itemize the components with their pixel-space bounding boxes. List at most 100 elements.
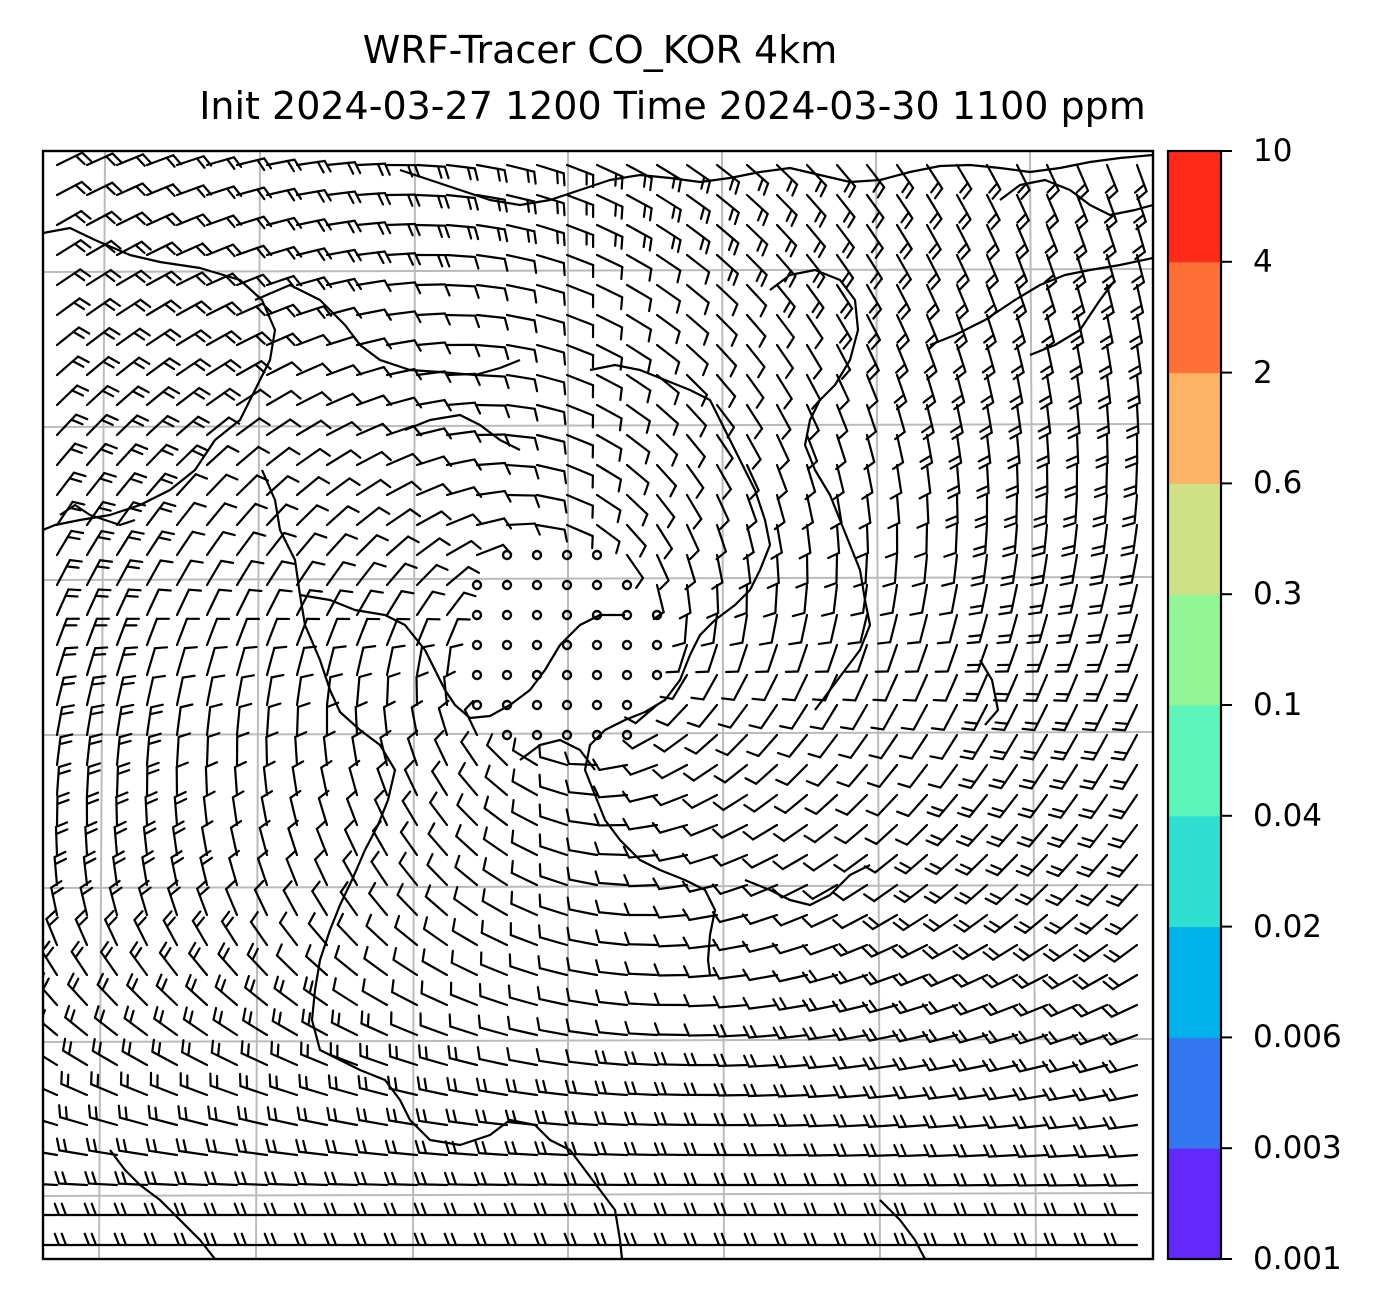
wind-barb: [832, 883, 869, 902]
calm-marker: [561, 579, 573, 591]
wind-barb: [835, 793, 869, 816]
wind-barb: [175, 761, 189, 797]
wind-barb: [1071, 283, 1086, 321]
wind-barb: [295, 1138, 329, 1157]
wind-barb: [55, 413, 89, 437]
wind-barb: [921, 1029, 959, 1043]
wind-barb: [565, 1018, 599, 1037]
wind-barb: [805, 403, 820, 441]
wind-barb: [265, 560, 295, 587]
wind-barb: [85, 413, 119, 437]
wind-barb: [713, 1202, 749, 1217]
wind-barb: [175, 415, 210, 437]
wind-barb: [295, 673, 314, 707]
wind-barb: [115, 269, 152, 287]
wind-barb: [365, 913, 389, 947]
wind-barb: [682, 793, 719, 809]
calm-marker: [591, 639, 603, 651]
wind-barb: [295, 247, 333, 262]
wind-barb: [1042, 1115, 1079, 1130]
wind-barb: [204, 1171, 239, 1187]
wind-barb: [929, 733, 959, 760]
wind-barb: [445, 313, 481, 329]
wind-barb: [563, 1172, 599, 1187]
wind-barb: [145, 154, 183, 168]
wind-barb: [505, 343, 538, 363]
wind-barb: [1103, 1232, 1139, 1247]
wind-barb: [424, 884, 449, 917]
wind-barb: [420, 980, 449, 1007]
wind-barb: [96, 972, 119, 1007]
wind-barb: [653, 1111, 689, 1127]
calm-marker: [501, 729, 513, 741]
wind-barb: [858, 493, 872, 530]
wind-barb: [415, 283, 451, 297]
wind-barb: [205, 1138, 239, 1157]
wind-barb: [988, 763, 1019, 790]
wind-barb: [473, 1202, 509, 1217]
wind-barb: [538, 743, 569, 767]
wind-barb: [925, 163, 944, 200]
wind-barb: [85, 588, 112, 617]
wind-barb: [1046, 823, 1079, 848]
wind-barb: [173, 790, 188, 827]
wind-barb: [325, 645, 347, 677]
wind-barb: [742, 823, 779, 841]
wind-barb: [922, 913, 959, 932]
wind-barb: [594, 870, 629, 887]
wind-barb: [1015, 223, 1029, 261]
wind-barb: [918, 463, 932, 500]
wind-barb: [655, 433, 679, 467]
wind-barb: [443, 670, 456, 707]
wind-barb: [475, 461, 512, 475]
wind-barb: [83, 1232, 119, 1247]
wind-barb: [534, 1141, 569, 1157]
wind-barb: [805, 373, 822, 410]
calm-marker: [531, 729, 543, 741]
wind-barb: [115, 1137, 149, 1157]
wind-barb: [445, 163, 479, 182]
calm-wind-markers: [471, 549, 663, 741]
wind-barb: [715, 733, 749, 757]
wind-barb: [803, 1202, 839, 1217]
wind-barb: [265, 332, 303, 347]
wind-barb: [55, 268, 92, 287]
wind-barb: [945, 493, 959, 529]
wind-barb: [775, 763, 809, 786]
wind-barb: [798, 523, 812, 560]
wind-barb: [624, 1081, 659, 1097]
wind-barb: [594, 1080, 629, 1097]
wind-barb: [951, 373, 966, 411]
wind-barb: [1046, 853, 1079, 878]
wind-barb: [773, 793, 809, 814]
wind-barb: [932, 673, 959, 702]
wind-barb: [355, 561, 387, 587]
wind-barb: [205, 530, 236, 557]
wind-barb: [147, 1104, 179, 1127]
wind-barb: [1106, 853, 1139, 878]
wind-barb: [486, 733, 509, 767]
wind-barb: [235, 445, 270, 467]
wind-barb: [809, 703, 839, 731]
wind-barb: [235, 157, 273, 172]
wind-barb: [505, 193, 537, 215]
wind-barb: [505, 433, 539, 451]
wind-barb: [1011, 1030, 1049, 1045]
wind-barb: [595, 253, 624, 281]
meridian-gridline: [1029, 151, 1037, 1259]
wind-barb: [175, 358, 212, 377]
wind-barb: [205, 243, 243, 258]
wind-barb: [535, 463, 568, 485]
wind-barb: [595, 493, 622, 524]
wind-barb: [1022, 673, 1049, 702]
wind-barb: [401, 790, 419, 827]
wind-barb: [385, 535, 420, 557]
wind-barb: [55, 180, 92, 197]
calm-marker: [531, 669, 543, 681]
wind-barb: [325, 533, 359, 557]
wind-barb: [205, 645, 228, 677]
wind-barb: [565, 1048, 599, 1067]
wind-barb: [564, 751, 599, 767]
wind-barb: [115, 240, 152, 257]
wind-barb: [475, 517, 513, 530]
